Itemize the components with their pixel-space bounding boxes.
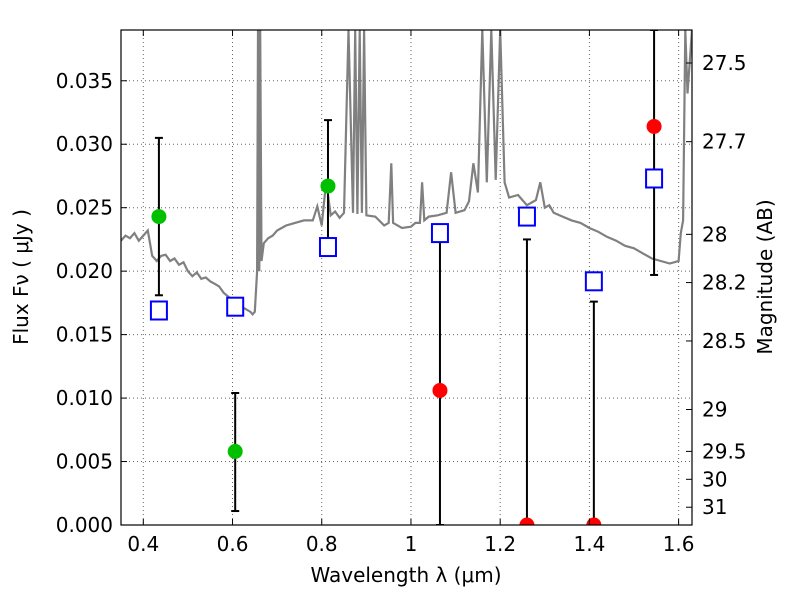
detection-point: [320, 178, 336, 194]
y2-tick-label: 30: [702, 467, 727, 491]
y2-tick-label: 27.7: [702, 130, 747, 154]
model-photometry-squares: [149, 168, 664, 321]
y2-tick-label: 29.5: [702, 439, 747, 463]
model-photometry-square: [430, 223, 449, 244]
model-photometry-square: [584, 271, 603, 292]
x-tick-label: 1: [405, 532, 418, 556]
x-tick-label: 0.4: [127, 532, 159, 556]
observed-photometry-points: [151, 118, 662, 525]
y-tick-label: 0.035: [56, 69, 113, 93]
detection-point: [151, 209, 167, 225]
y-axis-label: Flux Fν ( μJy ): [9, 209, 33, 345]
y2-tick-label: 28: [702, 222, 727, 246]
model-spectrum-line: [121, 30, 692, 316]
y-tick-label: 0.005: [56, 450, 113, 474]
axis-ticks: 0.4 0.6 0.8 1 1.2 1.4 1.6 0.000 0.005 0.010 0.015 0…: [56, 30, 747, 556]
upper-limit-point: [586, 517, 602, 525]
y2-tick-label: 29: [702, 398, 727, 422]
x-tick-label: 0.8: [306, 532, 338, 556]
x-tick-label: 1.4: [573, 532, 605, 556]
x-tick-label: 0.6: [217, 532, 249, 556]
upper-limit-point: [519, 517, 535, 525]
model-photometry-square: [517, 206, 536, 227]
upper-limit-point: [432, 382, 448, 398]
detection-point: [227, 443, 243, 459]
y2-tick-label: 28.5: [702, 329, 747, 353]
y-tick-label: 0.000: [56, 513, 113, 537]
model-photometry-square: [149, 300, 168, 321]
y-tick-label: 0.015: [56, 323, 113, 347]
x-axis-label: Wavelength λ (μm): [310, 563, 501, 587]
y-tick-label: 0.025: [56, 196, 113, 220]
y-tick-label: 0.020: [56, 259, 113, 283]
x-tick-label: 1.2: [484, 532, 516, 556]
y-tick-label: 0.010: [56, 386, 113, 410]
model-photometry-square: [226, 296, 245, 317]
y2-tick-label: 28.2: [702, 271, 747, 295]
model-photometry-square: [645, 168, 664, 189]
x-tick-label: 1.6: [663, 532, 695, 556]
y2-tick-label: 27.5: [702, 51, 747, 75]
model-photometry-square: [318, 237, 337, 258]
y-tick-label: 0.030: [56, 132, 113, 156]
upper-limit-point: [646, 118, 662, 134]
plot-frame: [120, 29, 693, 526]
y2-axis-label: Magnitude (AB): [753, 199, 777, 354]
y2-tick-label: 31: [702, 495, 727, 519]
grid-lines: [121, 30, 692, 526]
